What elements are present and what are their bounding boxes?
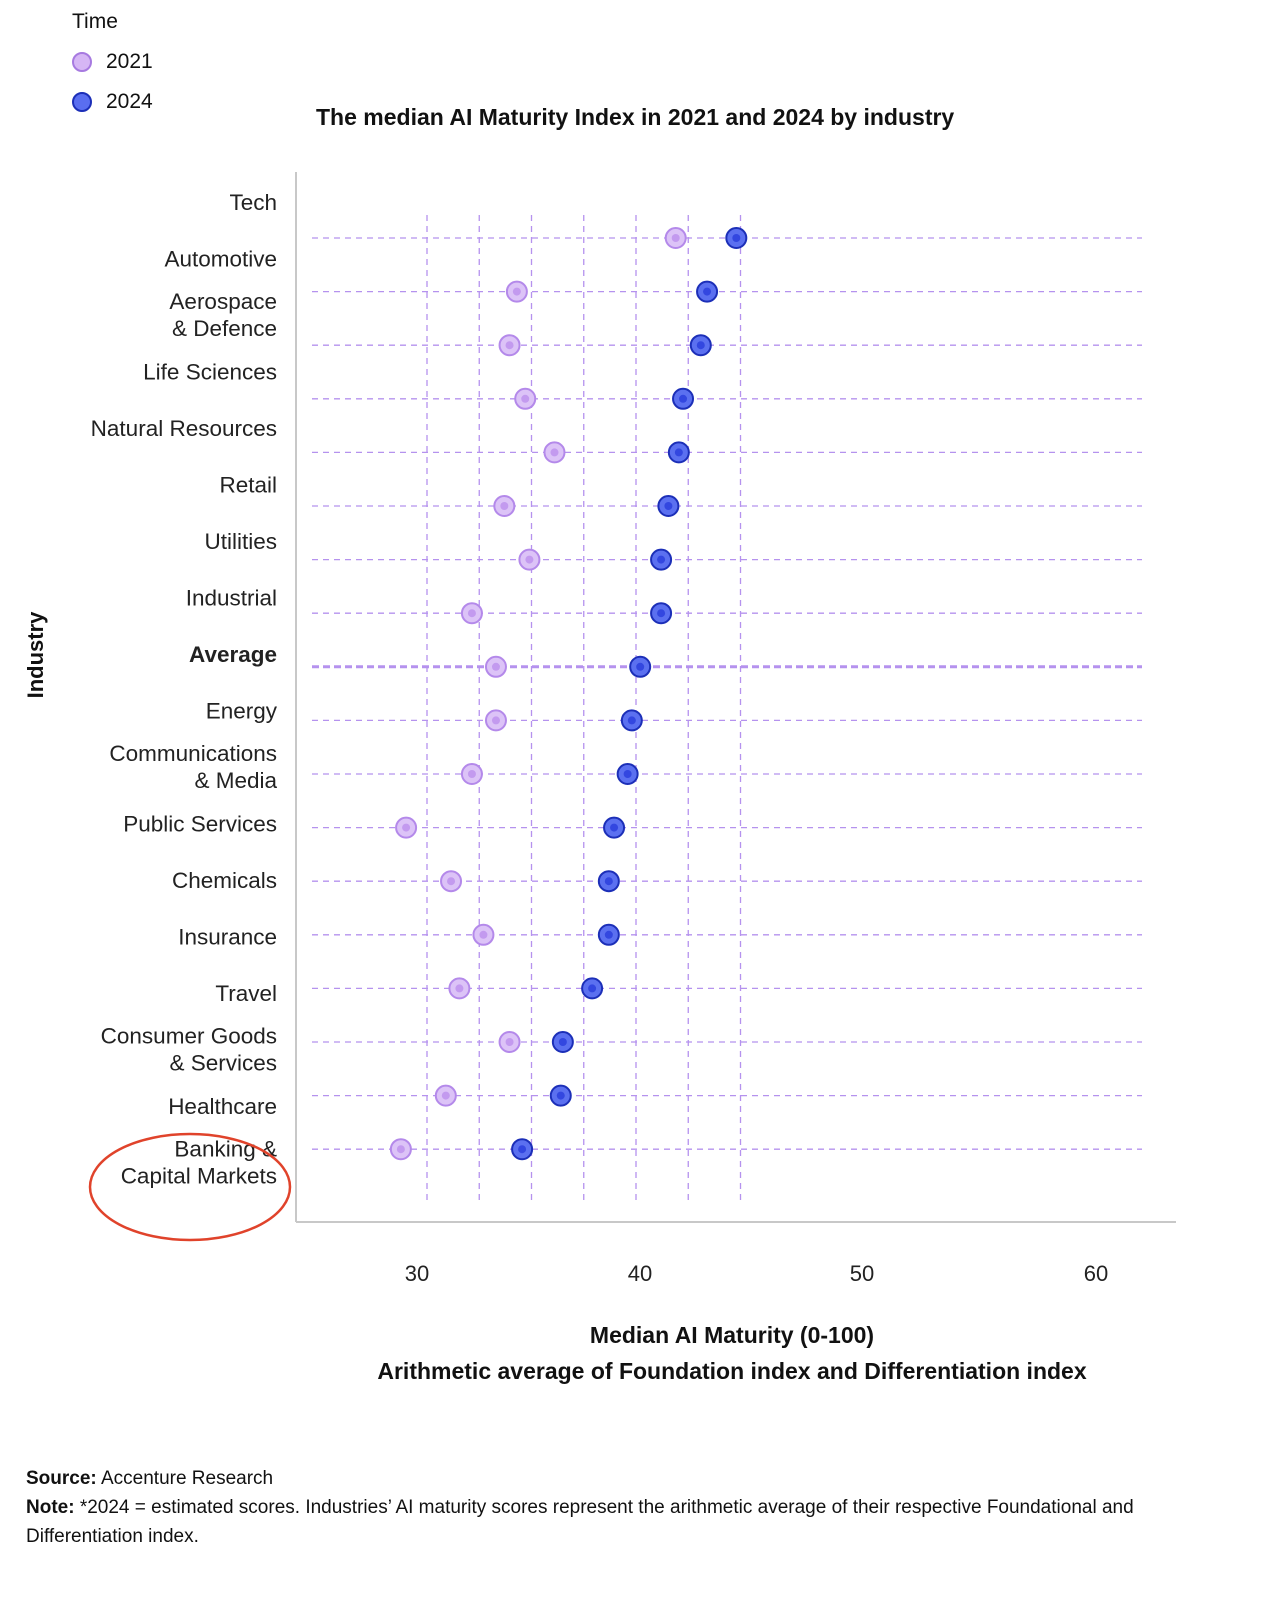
point-2024-center — [557, 1092, 565, 1100]
y-tick-label: Communications & Media — [109, 741, 277, 793]
source-text: Accenture Research — [97, 1468, 273, 1489]
point-2024-center — [636, 663, 644, 671]
point-2021-center — [672, 234, 680, 242]
point-2024-center — [679, 395, 687, 403]
point-2024-center — [697, 341, 705, 349]
point-2024-center — [624, 770, 632, 778]
point-2024-center — [588, 984, 596, 992]
point-2024-center — [732, 234, 740, 242]
point-2024-center — [703, 288, 711, 296]
x-tick-label: 60 — [1084, 1261, 1108, 1286]
point-2024-center — [605, 877, 613, 885]
y-tick-label: Chemicals — [172, 868, 277, 893]
y-tick-label: Banking & Capital Markets — [121, 1137, 277, 1189]
point-2021-center — [442, 1092, 450, 1100]
source-label: Source: — [26, 1468, 97, 1489]
y-tick-label: Insurance — [178, 925, 277, 950]
y-tick-label: Healthcare — [168, 1094, 277, 1119]
y-tick-label: Retail — [219, 473, 277, 498]
point-2021-center — [468, 770, 476, 778]
point-2021-center — [402, 824, 410, 832]
point-2024-center — [675, 448, 683, 456]
note: Note: *2024 = estimated scores. Industri… — [26, 1493, 1226, 1551]
point-2021-center — [455, 984, 463, 992]
point-2021-center — [447, 877, 455, 885]
point-2021-center — [500, 502, 508, 510]
point-2024-center — [657, 609, 665, 617]
point-2024-center — [610, 824, 618, 832]
x-tick-label: 50 — [850, 1261, 874, 1286]
point-2024-center — [628, 716, 636, 724]
y-tick-label: Industrial — [186, 586, 277, 611]
y-tick-label: Tech — [229, 190, 277, 215]
point-2021-center — [492, 663, 500, 671]
point-2021-center — [492, 716, 500, 724]
note-text: *2024 = estimated scores. Industries’ AI… — [26, 1497, 1134, 1547]
dumbbell-chart: 30 40 50 60 Tech Automotive Aerospace & Defence… — [0, 0, 1268, 1300]
point-2024-center — [664, 502, 672, 510]
x-tick-label: 30 — [405, 1261, 429, 1286]
y-tick-label: Natural Resources — [91, 416, 277, 441]
y-tick-label: Aerospace & Defence — [169, 289, 277, 341]
point-2024-center — [559, 1038, 567, 1046]
y-tick-label: Public Services — [123, 812, 277, 837]
x-axis-label: Median AI Maturity (0-100) — [0, 1322, 1268, 1349]
y-tick-label: Consumer Goods & Services — [101, 1024, 277, 1076]
point-2024-center — [605, 931, 613, 939]
point-2021-center — [468, 609, 476, 617]
point-2024-center — [518, 1145, 526, 1153]
y-tick-label: Automotive — [164, 247, 277, 272]
point-2021-center — [397, 1145, 405, 1153]
point-2021-center — [550, 448, 558, 456]
y-tick-label: Energy — [206, 699, 278, 724]
point-2024-center — [657, 556, 665, 564]
point-2021-center — [525, 556, 533, 564]
y-tick-label: Travel — [215, 981, 277, 1006]
y-tick-label: Average — [189, 642, 277, 667]
source-note: Source: Accenture Research — [26, 1464, 1226, 1493]
x-axis-sublabel: Arithmetic average of Foundation index a… — [0, 1358, 1268, 1385]
point-2021-center — [521, 395, 529, 403]
point-2021-center — [479, 931, 487, 939]
x-tick-label: 40 — [628, 1261, 652, 1286]
point-2021-center — [506, 341, 514, 349]
note-label: Note: — [26, 1497, 75, 1518]
point-2021-center — [513, 288, 521, 296]
point-2021-center — [506, 1038, 514, 1046]
y-tick-label: Life Sciences — [143, 360, 277, 385]
y-tick-label: Utilities — [204, 529, 277, 554]
